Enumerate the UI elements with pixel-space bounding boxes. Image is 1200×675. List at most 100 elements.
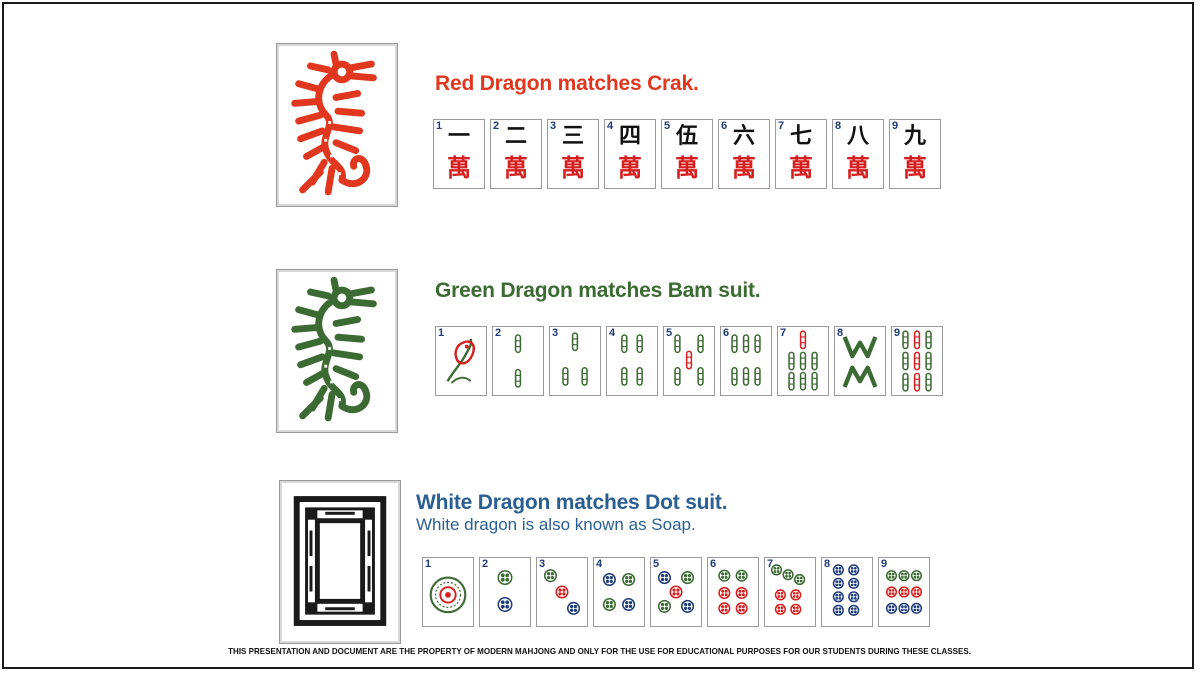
tile-number: 2 <box>482 558 489 570</box>
tile-number: 5 <box>664 120 671 132</box>
dot-circle <box>782 569 794 581</box>
red-dragon-title: Red Dragon matches Crak. <box>435 72 699 95</box>
bamboo-stick <box>697 366 704 386</box>
dot-tile-art <box>602 572 636 612</box>
dot-circle <box>555 585 569 599</box>
copyright-footer: THIS PRESENTATION AND DOCUMENT ARE THE P… <box>228 646 971 656</box>
crak-numeral: 伍 <box>675 124 698 149</box>
bam-tile-art <box>902 330 932 392</box>
crak-suit-glyph: 萬 <box>732 154 756 182</box>
dot-tile-4: 4 <box>593 557 645 627</box>
crak-suit-glyph: 萬 <box>846 154 870 182</box>
dot-circle <box>898 602 910 614</box>
white-dragon-subtitle: White dragon is also known as Soap. <box>416 515 696 534</box>
dot-tile-5: 5 <box>650 557 702 627</box>
bamboo-stick <box>731 334 738 354</box>
dot-tile-2: 2 <box>479 557 531 627</box>
white-dragon-title: White Dragon matches Dot suit. <box>416 491 728 514</box>
dot-tile-3: 3 <box>536 557 588 627</box>
dot-circle <box>885 586 898 598</box>
tile-number: 9 <box>892 120 899 132</box>
crak-numeral: 九 <box>903 124 926 149</box>
dot-circle <box>794 573 806 586</box>
dot-circle <box>602 597 616 612</box>
bamboo-stick <box>811 351 818 371</box>
dot-circle <box>910 602 923 614</box>
bam-tile-9: 9 <box>891 326 943 396</box>
bamboo-stick <box>754 366 761 386</box>
dot-tile-7: 7 <box>764 557 816 627</box>
tile-number: 5 <box>653 558 660 570</box>
bam-tile-8: 8 <box>834 326 886 396</box>
tile-number: 4 <box>607 120 614 132</box>
bamboo-stick <box>571 332 579 352</box>
tile-number: 1 <box>436 120 443 132</box>
bamboo-stick <box>902 330 909 350</box>
bamboo-stick <box>811 371 818 391</box>
dot-circle <box>885 570 898 582</box>
tile-number: 7 <box>780 327 787 339</box>
bamboo-m-w-pattern <box>842 336 878 388</box>
dot-circle <box>735 586 748 600</box>
dot-tile-art <box>770 564 806 615</box>
dot-circle <box>832 564 844 576</box>
dot-tile-art <box>429 576 467 614</box>
crak-suit-glyph: 萬 <box>675 154 699 182</box>
bam-tile-5: 5 <box>663 326 715 396</box>
bam-tile-art <box>621 334 643 386</box>
white-dragon-icon <box>293 496 387 626</box>
bam-tile-art <box>514 334 522 388</box>
bamboo-stick <box>902 351 909 371</box>
bamboo-stick <box>799 330 807 350</box>
dot-circle <box>718 586 731 600</box>
dot-circle <box>848 604 860 616</box>
dot-circle <box>681 571 695 585</box>
bamboo-stick <box>674 334 681 354</box>
bamboo-stick <box>925 330 932 350</box>
bamboo-stick <box>685 350 693 370</box>
dot-circle <box>681 599 695 613</box>
tile-number: 7 <box>767 558 774 570</box>
tile-number: 9 <box>894 327 901 339</box>
crak-numeral: 三 <box>561 124 584 149</box>
dot-circle <box>898 586 910 598</box>
dot-circle <box>770 564 783 576</box>
bamboo-stick <box>799 371 807 391</box>
tile-number: 6 <box>723 327 730 339</box>
tile-number: 5 <box>666 327 673 339</box>
tile-number: 8 <box>835 120 842 132</box>
dot-circle <box>848 564 860 576</box>
dot-circle <box>774 603 786 615</box>
bamboo-stick <box>925 351 932 371</box>
dot-tile-art <box>657 571 695 613</box>
bamboo-stick <box>636 366 643 386</box>
green-dragon-title: Green Dragon matches Bam suit. <box>435 279 761 302</box>
tile-number: 1 <box>438 327 445 339</box>
green-dragon-icon <box>291 276 377 422</box>
bamboo-stick <box>742 334 750 354</box>
tile-number: 1 <box>425 558 432 570</box>
bam-tile-7: 7 <box>777 326 829 396</box>
bam-tile-4: 4 <box>606 326 658 396</box>
tile-number: 6 <box>721 120 728 132</box>
dot-circle <box>718 569 731 582</box>
bamboo-stick <box>788 351 795 371</box>
bam-tile-art <box>788 330 818 391</box>
bamboo-stick <box>697 334 704 354</box>
red-dragon-tile <box>276 43 398 207</box>
dot-tile-art <box>832 564 860 616</box>
bam-tile-2: 2 <box>492 326 544 396</box>
dot-tile-6: 6 <box>707 557 759 627</box>
dot-circle <box>910 586 923 598</box>
crak-suit-glyph: 萬 <box>504 154 528 182</box>
bamboo-stick <box>581 366 588 386</box>
